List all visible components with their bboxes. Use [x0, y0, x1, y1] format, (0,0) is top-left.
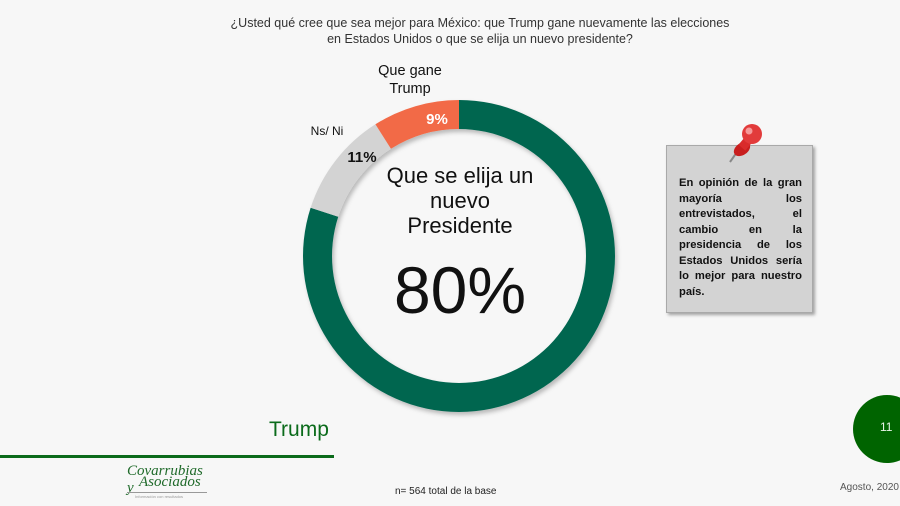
logo-line1: Covarrubias y [127, 463, 203, 496]
slice-label-nsni: Ns/ Ni [310, 124, 344, 138]
report-date: Agosto, 2020 [840, 482, 899, 493]
slice-trump [375, 100, 459, 149]
company-logo: Covarrubias y Asociados Información con … [125, 463, 210, 499]
sample-base: n= 564 total de la base [395, 486, 497, 497]
page-number-badge: 11 [853, 395, 900, 463]
slice-value-nsni: 11% [347, 149, 377, 166]
logo-tagline: Información con resultados [135, 494, 184, 499]
pushpin-icon [729, 124, 762, 163]
slice-label-trump: Que gane Trump [378, 63, 442, 97]
section-title: Trump [269, 418, 329, 441]
logo-line2: Asociados [139, 474, 201, 490]
section-divider [0, 455, 334, 458]
note-text: En opinión de la gran mayoría los entrev… [679, 177, 802, 298]
page-number: 11 [880, 420, 893, 434]
center-value: 80% [393, 253, 527, 327]
slice-nsni [310, 124, 391, 217]
logo-rule [127, 492, 207, 493]
question-title: ¿Usted qué cree que sea mejor para Méxic… [230, 16, 730, 46]
note-card: En opinión de la gran mayoría los entrev… [666, 145, 813, 313]
slice-value-trump: 9% [426, 111, 448, 128]
center-title: Que se elija un nuevo Presidente [386, 163, 534, 238]
